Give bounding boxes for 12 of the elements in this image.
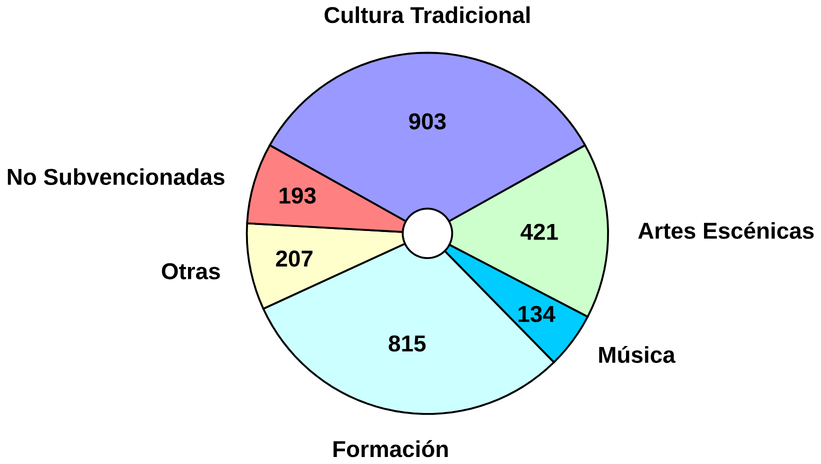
data-label: 815 — [388, 336, 426, 352]
slice-label: Formación — [334, 440, 448, 458]
data-label: 193 — [280, 188, 316, 204]
slice-label: Artes Escénicas — [638, 222, 814, 240]
slice-label: No Subvencionadas — [8, 168, 224, 186]
slice-label: Cultura Tradicional — [324, 6, 530, 24]
data-label: 207 — [276, 250, 312, 267]
slice-label: Música — [599, 346, 676, 364]
data-label: 421 — [520, 224, 558, 240]
data-label: 903 — [409, 113, 446, 130]
slice-label: Otras — [162, 263, 220, 280]
data-label: 134 — [518, 306, 556, 322]
